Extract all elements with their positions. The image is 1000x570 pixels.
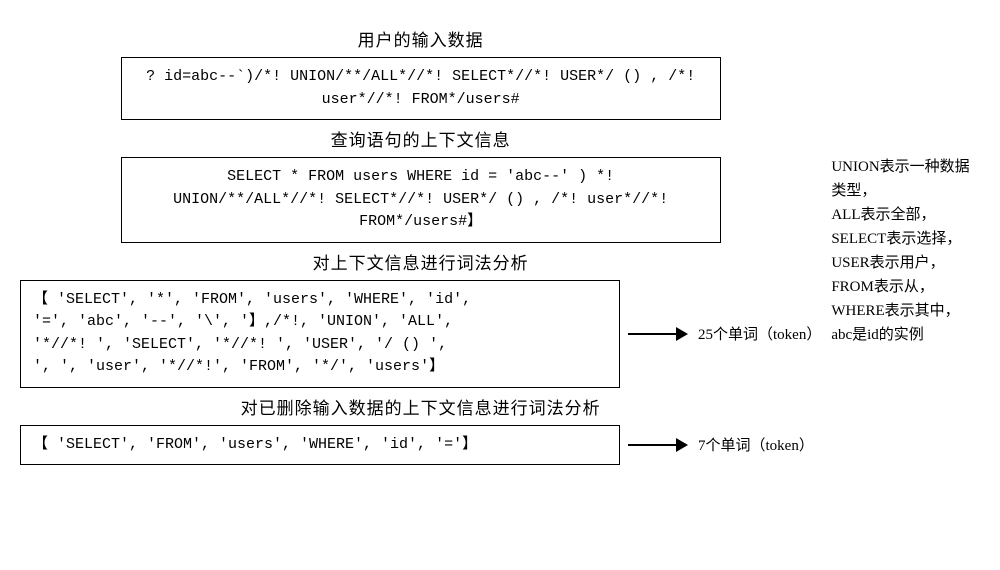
code-line: ? id=abc--`)/*! UNION/**/ALL*//*! SELECT…: [134, 66, 708, 89]
note-line: WHERE表示其中，abc是id的实例: [831, 299, 980, 347]
section2-title: 查询语句的上下文信息: [331, 126, 511, 151]
side-column: UNION表示一种数据类型， ALL表示全部，SELECT表示选择， USER表…: [831, 20, 980, 465]
section3-title: 对上下文信息进行词法分析: [313, 249, 529, 274]
code-line: user*//*! FROM*/users#: [134, 89, 708, 112]
token-count-label: 7个单词（token）: [698, 434, 814, 455]
note-line: UNION表示一种数据类型，: [831, 155, 980, 203]
arrow-icon: [628, 327, 688, 341]
section1-box: ? id=abc--`)/*! UNION/**/ALL*//*! SELECT…: [121, 57, 721, 120]
section4-box: 【 'SELECT', 'FROM', 'users', 'WHERE', 'i…: [20, 425, 620, 466]
code-line: ', ', 'user', '*//*!', 'FROM', '*/', 'us…: [33, 356, 607, 379]
section1-title: 用户的输入数据: [358, 26, 484, 51]
code-line: 【 'SELECT', '*', 'FROM', 'users', 'WHERE…: [33, 289, 607, 312]
code-line: FROM*/users#】: [134, 211, 708, 234]
code-line: SELECT * FROM users WHERE id = 'abc--' )…: [134, 166, 708, 189]
note-line: ALL表示全部，SELECT表示选择，: [831, 203, 980, 251]
section3-box: 【 'SELECT', '*', 'FROM', 'users', 'WHERE…: [20, 280, 620, 388]
diagram-container: 用户的输入数据 ? id=abc--`)/*! UNION/**/ALL*//*…: [20, 20, 980, 465]
code-line: '=', 'abc', '--', '\', '】,/*!, 'UNION', …: [33, 311, 607, 334]
code-line: 【 'SELECT', 'FROM', 'users', 'WHERE', 'i…: [33, 434, 607, 457]
section2-box: SELECT * FROM users WHERE id = 'abc--' )…: [121, 157, 721, 243]
arrow-head: [676, 327, 688, 341]
section4-row: 【 'SELECT', 'FROM', 'users', 'WHERE', 'i…: [20, 425, 821, 466]
arrow-icon: [628, 438, 688, 452]
token-count-label: 25个单词（token）: [698, 323, 821, 344]
arrow-shaft: [628, 444, 676, 446]
keyword-explanation: UNION表示一种数据类型， ALL表示全部，SELECT表示选择， USER表…: [831, 155, 980, 347]
code-line: UNION/**/ALL*//*! SELECT*//*! USER*/ () …: [134, 189, 708, 212]
arrow-shaft: [628, 333, 676, 335]
section4-title: 对已删除输入数据的上下文信息进行词法分析: [241, 394, 601, 419]
main-column: 用户的输入数据 ? id=abc--`)/*! UNION/**/ALL*//*…: [20, 20, 821, 465]
note-line: USER表示用户，FROM表示从，: [831, 251, 980, 299]
arrow-head: [676, 438, 688, 452]
section3-row: 【 'SELECT', '*', 'FROM', 'users', 'WHERE…: [20, 280, 821, 388]
code-line: '*//*! ', 'SELECT', '*//*! ', 'USER', '/…: [33, 334, 607, 357]
